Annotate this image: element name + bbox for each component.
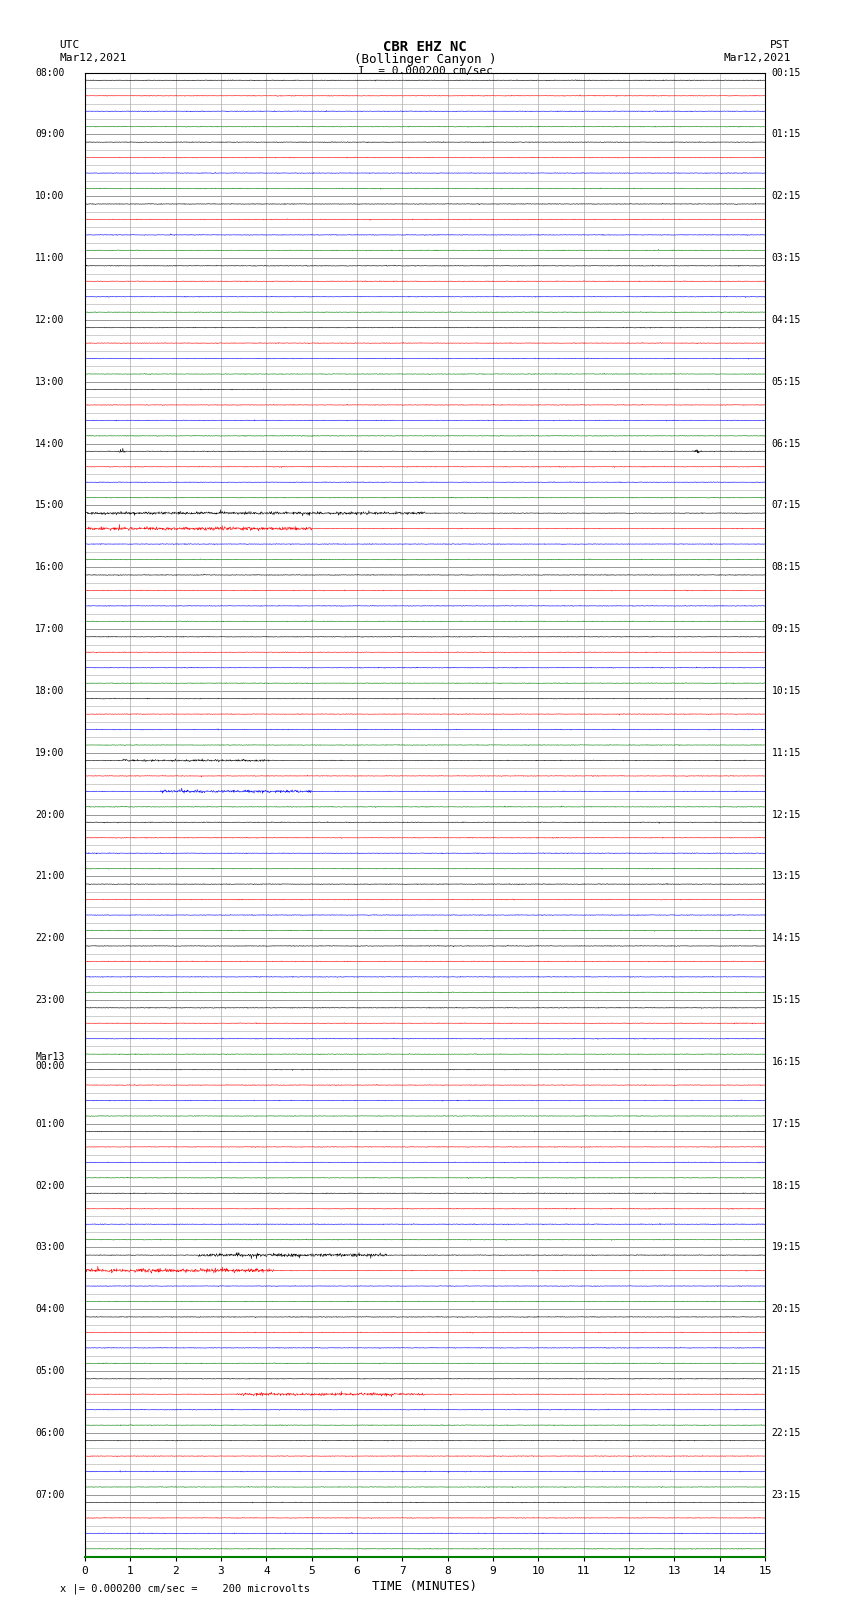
- Text: 10:00: 10:00: [35, 192, 65, 202]
- Text: 22:15: 22:15: [772, 1428, 802, 1437]
- Text: 05:15: 05:15: [772, 377, 802, 387]
- Text: 21:15: 21:15: [772, 1366, 802, 1376]
- Text: 16:15: 16:15: [772, 1057, 802, 1066]
- Text: 08:00: 08:00: [35, 68, 65, 77]
- Text: Mar12,2021: Mar12,2021: [723, 53, 791, 63]
- Text: 07:15: 07:15: [772, 500, 802, 510]
- Text: 04:00: 04:00: [35, 1305, 65, 1315]
- Text: 09:00: 09:00: [35, 129, 65, 139]
- Text: I  = 0.000200 cm/sec: I = 0.000200 cm/sec: [358, 66, 492, 76]
- Text: 23:00: 23:00: [35, 995, 65, 1005]
- Text: Mar13
00:00: Mar13 00:00: [35, 1052, 65, 1071]
- Text: 15:15: 15:15: [772, 995, 802, 1005]
- Text: 09:15: 09:15: [772, 624, 802, 634]
- Text: 11:00: 11:00: [35, 253, 65, 263]
- Text: 19:00: 19:00: [35, 748, 65, 758]
- Text: x |= 0.000200 cm/sec =    200 microvolts: x |= 0.000200 cm/sec = 200 microvolts: [60, 1582, 309, 1594]
- Text: 01:15: 01:15: [772, 129, 802, 139]
- X-axis label: TIME (MINUTES): TIME (MINUTES): [372, 1579, 478, 1592]
- Text: 13:00: 13:00: [35, 377, 65, 387]
- Text: 04:15: 04:15: [772, 315, 802, 324]
- Text: 08:15: 08:15: [772, 563, 802, 573]
- Text: 00:15: 00:15: [772, 68, 802, 77]
- Text: 11:15: 11:15: [772, 748, 802, 758]
- Text: 17:15: 17:15: [772, 1119, 802, 1129]
- Text: 20:15: 20:15: [772, 1305, 802, 1315]
- Text: 07:00: 07:00: [35, 1490, 65, 1500]
- Text: 17:00: 17:00: [35, 624, 65, 634]
- Text: 06:00: 06:00: [35, 1428, 65, 1437]
- Text: UTC: UTC: [60, 40, 80, 50]
- Text: 10:15: 10:15: [772, 686, 802, 695]
- Text: 14:00: 14:00: [35, 439, 65, 448]
- Text: Mar12,2021: Mar12,2021: [60, 53, 127, 63]
- Text: 16:00: 16:00: [35, 563, 65, 573]
- Text: 02:15: 02:15: [772, 192, 802, 202]
- Text: 03:15: 03:15: [772, 253, 802, 263]
- Text: 19:15: 19:15: [772, 1242, 802, 1252]
- Text: 21:00: 21:00: [35, 871, 65, 881]
- Text: 18:15: 18:15: [772, 1181, 802, 1190]
- Text: 03:00: 03:00: [35, 1242, 65, 1252]
- Text: 12:00: 12:00: [35, 315, 65, 324]
- Text: PST: PST: [770, 40, 790, 50]
- Text: 06:15: 06:15: [772, 439, 802, 448]
- Text: 14:15: 14:15: [772, 934, 802, 944]
- Text: 23:15: 23:15: [772, 1490, 802, 1500]
- Text: 02:00: 02:00: [35, 1181, 65, 1190]
- Text: 18:00: 18:00: [35, 686, 65, 695]
- Text: 22:00: 22:00: [35, 934, 65, 944]
- Text: CBR EHZ NC: CBR EHZ NC: [383, 40, 467, 55]
- Text: 13:15: 13:15: [772, 871, 802, 881]
- Text: 15:00: 15:00: [35, 500, 65, 510]
- Text: 05:00: 05:00: [35, 1366, 65, 1376]
- Text: (Bollinger Canyon ): (Bollinger Canyon ): [354, 53, 496, 66]
- Text: 01:00: 01:00: [35, 1119, 65, 1129]
- Text: 20:00: 20:00: [35, 810, 65, 819]
- Text: 12:15: 12:15: [772, 810, 802, 819]
